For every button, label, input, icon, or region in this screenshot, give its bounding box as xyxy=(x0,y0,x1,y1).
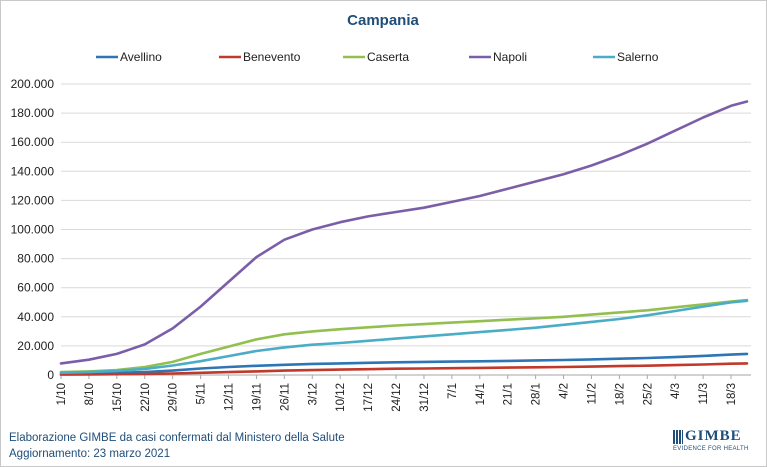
series-line-benevento xyxy=(59,362,749,376)
legend-label: Benevento xyxy=(243,50,301,64)
x-tick-label: 4/2 xyxy=(559,383,571,399)
x-tick-label: 18/2 xyxy=(614,383,626,405)
x-tick-label: 12/11 xyxy=(224,383,236,411)
series-line-caserta xyxy=(59,298,749,374)
series-lines xyxy=(59,100,749,376)
x-tick-label: 28/1 xyxy=(531,383,543,405)
y-tick-label: 20.000 xyxy=(17,339,54,353)
x-tick-label: 10/12 xyxy=(335,383,347,412)
gridlines xyxy=(61,83,751,376)
series-line-napoli xyxy=(59,100,749,365)
source-note: Elaborazione GIMBE da casi confermati da… xyxy=(9,432,345,444)
x-tick-label: 4/3 xyxy=(670,383,682,399)
series-line-avellino xyxy=(59,352,749,375)
x-tick-label: 25/2 xyxy=(642,383,654,405)
legend-label: Salerno xyxy=(617,50,659,64)
y-tick-label: 160.000 xyxy=(11,135,55,149)
logo-word: GIMBE xyxy=(685,428,742,444)
y-tick-label: 100.000 xyxy=(11,223,55,237)
x-tick-label: 1/10 xyxy=(56,383,68,405)
y-tick-label: 120.000 xyxy=(11,193,55,207)
y-tick-label: 140.000 xyxy=(11,164,55,178)
update-date: Aggiornamento: 23 marzo 2021 xyxy=(9,448,171,460)
legend-label: Caserta xyxy=(367,50,409,64)
y-tick-label: 0 xyxy=(47,368,54,382)
legend-label: Napoli xyxy=(493,50,527,64)
x-tick-label: 19/11 xyxy=(251,383,263,411)
series-line-salerno xyxy=(59,299,749,375)
x-tick-label: 7/1 xyxy=(447,383,459,399)
y-tick-label: 40.000 xyxy=(17,310,54,324)
x-tick-label: 8/10 xyxy=(84,383,96,405)
axes: 0 20.000 40.000 60.000 80.000 100.000 120.000 1… xyxy=(11,77,751,412)
y-tick-label: 200.000 xyxy=(11,77,55,91)
x-tick-label: 11/3 xyxy=(698,383,710,405)
y-tick-label: 60.000 xyxy=(17,281,54,295)
x-tick-label: 3/12 xyxy=(307,383,319,405)
legend: Avellino Benevento Caserta Napoli Salerno xyxy=(96,50,659,64)
x-tick-label: 21/1 xyxy=(503,383,515,405)
y-tick-label: 180.000 xyxy=(11,106,55,120)
x-tick-label: 18/3 xyxy=(726,383,738,405)
x-tick-label: 31/12 xyxy=(419,383,431,412)
x-tick-label: 17/12 xyxy=(363,383,375,412)
chart-title: Campania xyxy=(347,12,419,29)
x-tick-label: 11/2 xyxy=(586,383,598,405)
x-tick-label: 5/11 xyxy=(196,383,208,405)
x-tick-label: 14/1 xyxy=(475,383,487,405)
line-chart: 0 20.000 40.000 60.000 80.000 100.000 120.000 1… xyxy=(11,12,751,412)
legend-label: Avellino xyxy=(120,50,162,64)
x-tick-label: 24/12 xyxy=(391,383,403,412)
x-tick-label: 29/10 xyxy=(168,383,180,412)
x-tick-label: 15/10 xyxy=(112,383,124,412)
x-tick-label: 26/11 xyxy=(279,383,291,411)
x-tick-label: 22/10 xyxy=(140,383,152,412)
logo-mark-icon xyxy=(673,430,683,444)
y-tick-label: 80.000 xyxy=(17,252,54,266)
logo-tagline: EVIDENCE FOR HEALTH xyxy=(673,446,749,452)
gimbe-logo: GIMBE EVIDENCE FOR HEALTH xyxy=(673,428,753,456)
